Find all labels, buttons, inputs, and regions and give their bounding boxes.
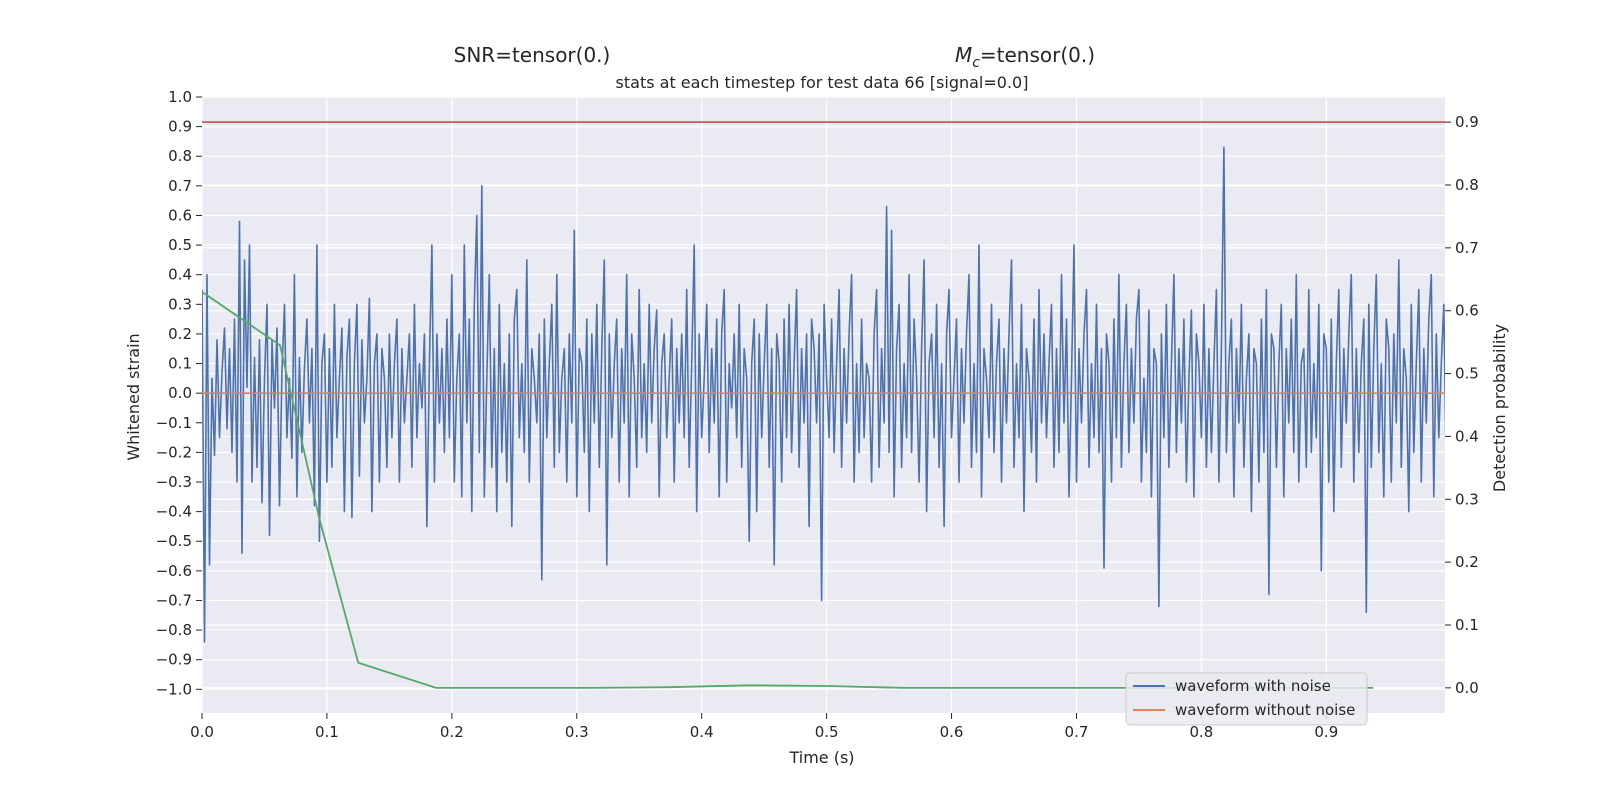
x-axis-label: Time (s) — [788, 748, 854, 767]
left-y-tick-label: 0.1 — [168, 355, 192, 373]
legend-box — [1125, 672, 1368, 726]
right-y-tick-label: 0.6 — [1455, 302, 1479, 320]
right-y-tick-label: 0.8 — [1455, 176, 1479, 194]
chirp-mass-header: Mc=tensor(0.) — [955, 43, 1095, 71]
left-y-tick-label: −0.5 — [156, 532, 192, 550]
legend: waveform with noise waveform without noi… — [1125, 672, 1368, 726]
right-y-tick-label: 0.0 — [1455, 679, 1479, 697]
left-y-tick-label: −0.9 — [156, 651, 192, 669]
left-y-tick-label: −0.2 — [156, 443, 192, 461]
x-tick-label: 0.4 — [690, 723, 714, 741]
x-axis-ticks: 0.0 0.1 0.2 0.3 0.4 0.5 0.6 0.7 0.8 0.9 — [190, 713, 1338, 741]
right-y-tick-label: 0.3 — [1455, 490, 1479, 508]
noisy-waveform-line — [202, 146, 1445, 643]
x-tick-label: 0.5 — [815, 723, 839, 741]
x-tick-label: 0.7 — [1065, 723, 1089, 741]
left-y-tick-label: 0.2 — [168, 325, 192, 343]
left-y-tick-label: 0.0 — [168, 384, 192, 402]
right-axis-ticks: 0.9 0.8 0.7 0.6 0.5 0.4 0.3 0.2 0.1 0.0 — [1445, 113, 1479, 697]
left-y-tick-label: −1.0 — [156, 680, 192, 698]
left-y-tick-label: −0.1 — [156, 414, 192, 432]
right-y-axis-label: Detection probability — [1490, 324, 1509, 492]
left-y-tick-label: 0.8 — [168, 147, 192, 165]
chirp-mass-symbol: M — [955, 43, 972, 67]
x-tick-label: 0.0 — [190, 723, 214, 741]
chirp-mass-subscript: c — [972, 55, 980, 71]
left-y-tick-label: 1.0 — [168, 88, 192, 106]
left-y-tick-label: −0.4 — [156, 503, 192, 521]
left-y-tick-label: 0.5 — [168, 236, 192, 254]
left-y-tick-label: 0.4 — [168, 266, 192, 284]
x-tick-label: 0.3 — [565, 723, 589, 741]
x-tick-label: 0.1 — [315, 723, 339, 741]
legend-label-noise: waveform with noise — [1175, 677, 1331, 695]
x-tick-label: 0.2 — [440, 723, 464, 741]
right-y-tick-label: 0.4 — [1455, 427, 1479, 445]
right-y-tick-label: 0.7 — [1455, 239, 1479, 257]
left-axis-ticks: 1.0 0.9 0.8 0.7 0.6 0.5 0.4 0.3 0.2 0.1 0.0 −0.1 −0.… — [156, 88, 202, 698]
left-y-tick-label: 0.9 — [168, 118, 192, 136]
right-y-tick-label: 0.1 — [1455, 616, 1479, 634]
x-tick-label: 0.8 — [1189, 723, 1213, 741]
right-y-tick-label: 0.5 — [1455, 365, 1479, 383]
right-y-tick-label: 0.9 — [1455, 113, 1479, 131]
legend-label-clean: waveform without noise — [1175, 701, 1355, 719]
x-tick-label: 0.9 — [1314, 723, 1338, 741]
chart-title: stats at each timestep for test data 66 … — [616, 73, 1029, 92]
left-y-tick-label: −0.7 — [156, 591, 192, 609]
left-y-tick-label: 0.3 — [168, 295, 192, 313]
x-tick-label: 0.6 — [940, 723, 964, 741]
left-y-axis-label: Whitened strain — [124, 333, 143, 460]
left-y-tick-label: −0.8 — [156, 621, 192, 639]
right-y-tick-label: 0.2 — [1455, 553, 1479, 571]
left-y-tick-label: −0.6 — [156, 562, 192, 580]
chirp-mass-value: =tensor(0.) — [980, 43, 1095, 67]
snr-header: SNR=tensor(0.) — [454, 43, 611, 67]
left-y-tick-label: 0.7 — [168, 177, 192, 195]
left-y-tick-label: −0.3 — [156, 473, 192, 491]
left-y-tick-label: 0.6 — [168, 206, 192, 224]
